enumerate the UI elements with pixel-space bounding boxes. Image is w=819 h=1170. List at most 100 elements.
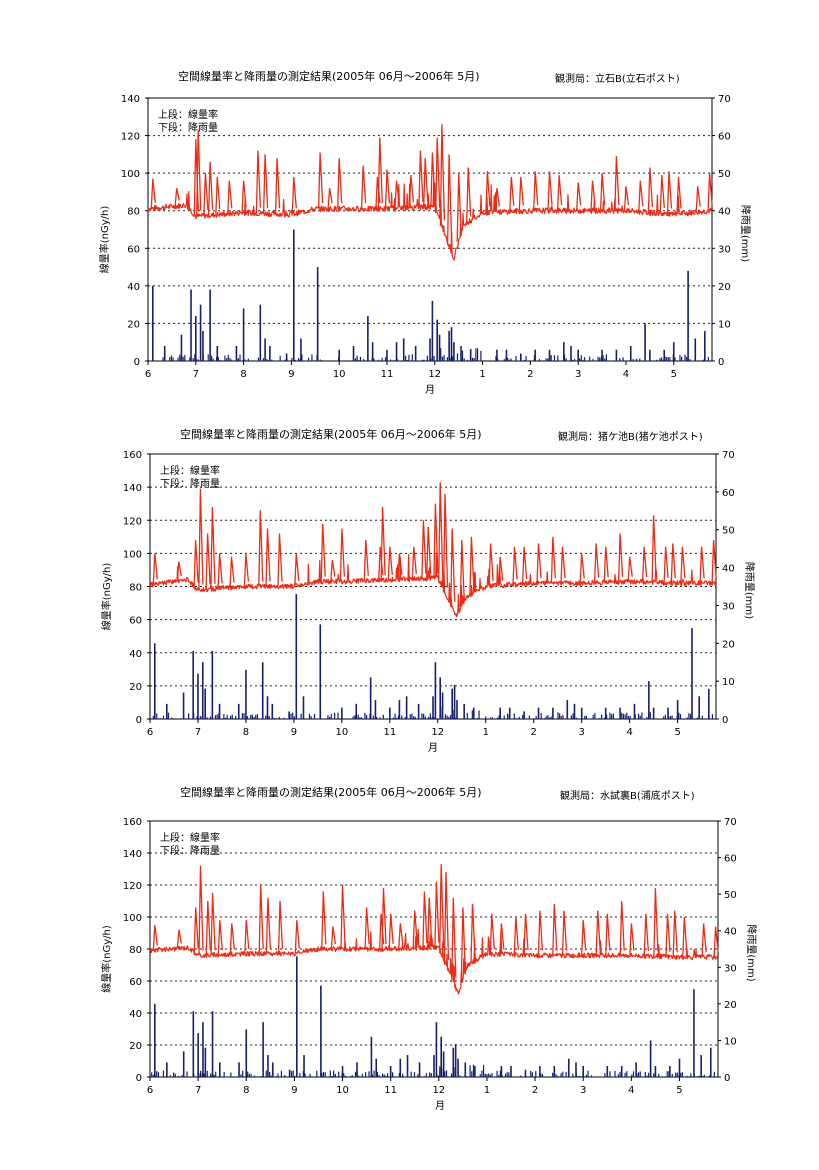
dose-rate-peak: [498, 556, 504, 586]
dose-rate-peak: [387, 546, 393, 580]
dose-rate-peak: [330, 559, 336, 582]
x-axis-label: 月: [428, 742, 438, 754]
dose-rate-peak: [552, 904, 558, 956]
dose-rate-peak: [556, 174, 563, 211]
dose-rate-peak: [595, 910, 601, 956]
y2-tick-label: 0: [722, 715, 728, 726]
x-tick-label: 2: [531, 727, 537, 738]
dose-rate-peak: [243, 553, 250, 587]
x-tick-label: 2: [532, 1085, 538, 1096]
dose-rate-peak: [207, 161, 214, 216]
dose-rate-peak: [460, 907, 467, 980]
dose-rate-peak: [198, 865, 204, 956]
dose-rate-peak: [364, 907, 370, 950]
y-tick-label: 120: [123, 881, 142, 892]
x-tick-label: 12: [431, 727, 444, 738]
dose-rate-peak: [337, 158, 343, 209]
x-tick-label: 5: [674, 727, 680, 738]
dose-rate-peak: [666, 171, 673, 215]
dose-rate-peak: [193, 540, 199, 588]
station-label: 観測局：立石B(立石ポスト): [555, 74, 680, 85]
dose-rate-peak: [593, 543, 600, 583]
x-tick-label: 11: [383, 727, 396, 738]
y-tick-label: 20: [129, 682, 142, 693]
y2-tick-label: 70: [718, 94, 731, 105]
dose-rate-peak: [629, 923, 635, 956]
y-tick-label: 40: [129, 649, 142, 660]
y2-tick-label: 20: [722, 639, 735, 650]
dose-rate-peak: [536, 543, 542, 584]
dose-rate-peak: [638, 180, 644, 212]
x-tick-label: 2: [527, 369, 533, 380]
dose-rate-peak: [695, 186, 701, 213]
dose-rate-peak: [489, 913, 495, 955]
dose-rate-peak: [327, 188, 333, 209]
x-tick-label: 8: [240, 369, 246, 380]
y2-tick-label: 30: [722, 601, 735, 612]
dose-rate-peak: [466, 167, 472, 223]
dose-rate-peak: [456, 173, 462, 242]
dose-rate-peak: [397, 553, 403, 580]
y-tick-label: 0: [136, 1073, 142, 1084]
dose-rate-peak: [363, 540, 369, 581]
dose-rate-peak: [205, 533, 211, 590]
x-tick-label: 7: [193, 369, 199, 380]
y-tick-label: 60: [129, 977, 142, 988]
dose-rate-peak: [317, 152, 324, 209]
dose-rate-peak: [439, 864, 445, 954]
dose-rate-peak: [244, 920, 250, 954]
dose-rate-peak: [672, 910, 678, 957]
dose-rate-peak: [707, 173, 713, 211]
y-tick-label: 140: [123, 849, 142, 860]
chart-title: 空間線量率と降雨量の測定結果(2005年 06月～2006年 5月): [178, 70, 480, 83]
dose-rate-peak: [617, 533, 624, 582]
y2-tick-label: 60: [722, 488, 735, 499]
dose-rate-peak: [499, 923, 505, 955]
dose-rate-peak: [274, 158, 281, 214]
y2-tick-label: 10: [724, 1036, 737, 1047]
dose-rate-peak: [513, 916, 519, 955]
dose-rate-peak: [330, 926, 337, 950]
x-axis-label: 月: [425, 384, 435, 396]
dose-rate-peak: [560, 546, 566, 584]
y2-tick-label: 50: [718, 169, 731, 180]
dose-rate-peak: [422, 891, 428, 948]
dose-rate-peak: [258, 884, 264, 954]
x-tick-label: 9: [291, 1085, 297, 1096]
dose-rate-peak: [614, 156, 620, 211]
dose-rate-peak: [439, 124, 446, 227]
dose-rate-peak: [603, 546, 609, 583]
y2-tick-label: 10: [722, 677, 735, 688]
x-tick-label: 7: [195, 1085, 201, 1096]
dose-rate-peak: [469, 536, 475, 595]
y-tick-label: 60: [127, 244, 140, 255]
y-tick-label: 40: [129, 1009, 142, 1020]
dose-rate-peak: [152, 924, 158, 951]
y2-tick-label: 30: [724, 963, 737, 974]
y-axis-label: 線量率(nGy/h): [100, 925, 113, 993]
dose-rate-peak: [277, 533, 283, 587]
x-tick-label: 3: [580, 1085, 586, 1096]
dose-rate-peak: [443, 872, 450, 965]
dose-rate-peak: [176, 561, 182, 582]
dose-rate-peak: [423, 158, 429, 208]
y2-axis-label: 降雨量(mm): [739, 205, 752, 262]
dose-rate-peak: [711, 540, 717, 584]
dose-rate-peak: [676, 176, 682, 215]
y2-tick-label: 70: [722, 450, 735, 461]
x-tick-label: 1: [479, 369, 485, 380]
chart-panel-1: 空間線量率と降雨量の測定結果(2005年 06月～2006年 5月) 観測局：立…: [0, 0, 819, 400]
y-tick-label: 120: [123, 516, 142, 527]
dose-rate-peak: [523, 913, 529, 956]
y2-tick-label: 40: [724, 927, 737, 938]
dose-rate-peak: [217, 553, 223, 589]
dose-rate-peak: [470, 904, 476, 963]
dose-rate-peak: [229, 923, 235, 955]
y-tick-label: 20: [129, 1041, 142, 1052]
x-tick-label: 9: [291, 727, 297, 738]
dose-rate-peak: [459, 540, 465, 607]
y-tick-label: 40: [127, 282, 140, 293]
dose-rate-peak: [320, 523, 326, 582]
y-tick-label: 100: [123, 913, 142, 924]
x-tick-label: 11: [384, 1085, 397, 1096]
